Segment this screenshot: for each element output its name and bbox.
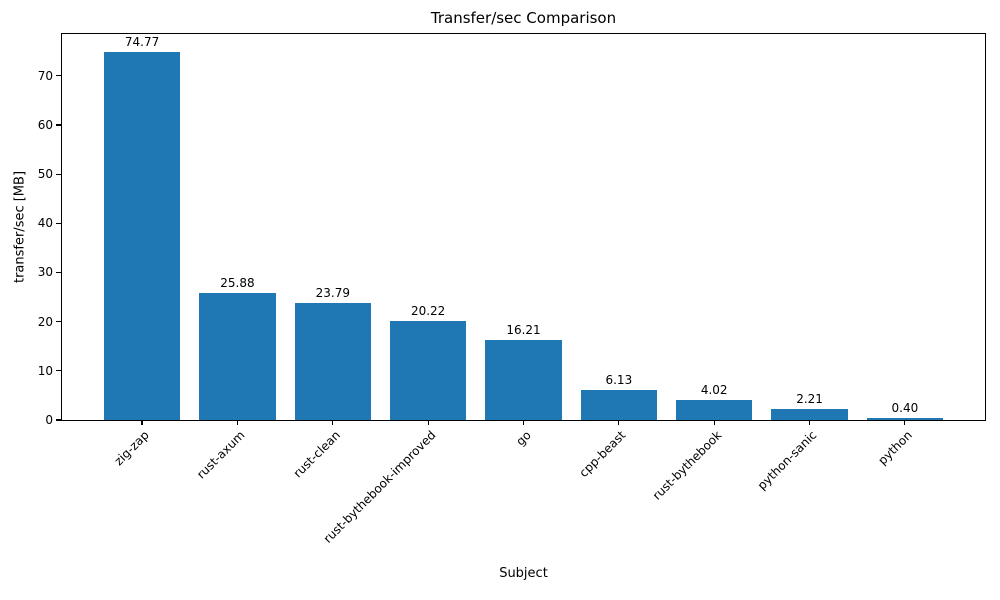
y-tick-mark [56, 419, 61, 421]
bar-value-label: 2.21 [796, 392, 823, 407]
x-tick-mark [618, 420, 620, 425]
x-tick-mark [808, 420, 811, 425]
x-tick-mark [427, 420, 429, 425]
bar-value-label: 4.02 [700, 383, 728, 398]
y-tick-mark [56, 321, 61, 323]
x-tick-mark [713, 420, 715, 425]
x-tick-label-text: python [875, 428, 915, 468]
y-tick-mark [56, 222, 61, 224]
bar-python [866, 418, 944, 420]
bar-rust-axum [199, 292, 276, 420]
bar-value-label: 16.21 [506, 323, 541, 338]
bar-rust-bythebook [676, 400, 753, 420]
y-tick-label: 50 [37, 167, 53, 182]
x-tick-label-text: rust-clean [290, 428, 343, 481]
x-tick-label-text: rust-bythebook-improved [320, 428, 439, 546]
y-tick-label: 30 [37, 265, 53, 280]
bar-cpp-beast [580, 389, 657, 420]
x-tick-label-text: rust-axum [193, 428, 248, 482]
bar-value-label: 6.13 [605, 372, 633, 387]
x-tick-label-text: zig-zap [111, 428, 152, 469]
x-axis-label: Subject [499, 566, 548, 581]
bar-value-label: 25.88 [220, 275, 255, 290]
y-tick-label: 20 [37, 314, 53, 329]
bar-value-label: 0.40 [891, 401, 919, 416]
chart-title: Transfer/sec Comparison [430, 9, 617, 27]
bar-python-sanic [771, 409, 848, 420]
bar-rust-clean [294, 303, 371, 420]
y-tick-label: 60 [37, 117, 53, 132]
bar-zig-zap [103, 52, 181, 420]
x-tick-mark [332, 420, 334, 425]
y-tick-mark [56, 173, 61, 175]
x-tick-mark [522, 420, 525, 425]
y-tick-label: 10 [37, 363, 53, 378]
x-tick-mark [904, 420, 906, 425]
y-tick-mark [56, 271, 61, 274]
x-tick-mark [141, 420, 143, 425]
x-tick-label-text: rust-bythebook [649, 428, 725, 503]
y-tick-label: 0 [45, 413, 53, 427]
plot-area: 0 10 20 30 40 50 60 70 74.77 zig-zap 25.88 rust-axu… [38, 33, 986, 546]
bar-go [485, 340, 562, 420]
y-tick-mark [56, 370, 61, 372]
y-tick-label: 40 [37, 216, 53, 231]
y-tick-mark [56, 124, 61, 126]
bar-value-label: 23.79 [315, 286, 350, 301]
bar-value-label: 20.22 [410, 303, 446, 318]
y-tick-mark [56, 75, 61, 77]
bar-value-label: 74.77 [124, 35, 160, 50]
bar-rust-bythebook-improved [390, 320, 467, 420]
x-tick-label-text: cpp-beast [576, 428, 629, 480]
x-tick-label-text: go [512, 428, 534, 449]
y-tick-label: 70 [37, 68, 53, 83]
x-tick-mark [236, 420, 239, 425]
x-tick-label-text: python-sanic [754, 428, 820, 493]
